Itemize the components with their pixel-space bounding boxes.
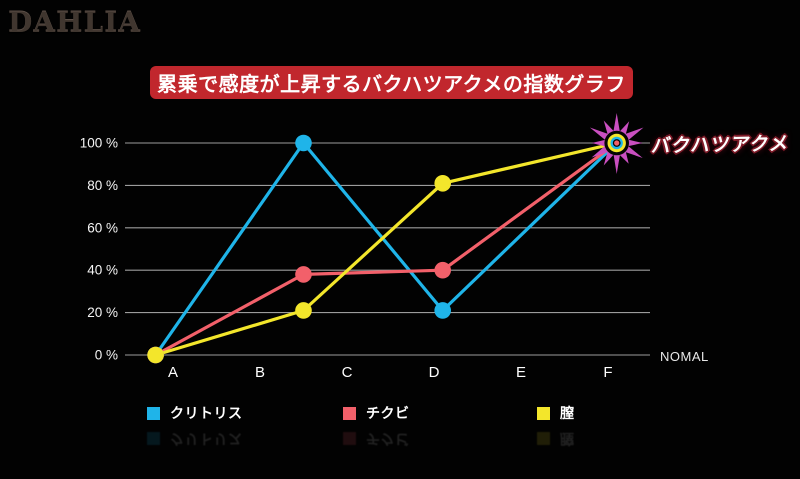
burst-annotation-label: バクハツアクメ: [650, 133, 791, 158]
chart-title: 累乗で感度が上昇するバクハツアクメの指数グラフ: [157, 74, 626, 96]
data-point: [147, 346, 164, 364]
y-tick-label: 20 %: [87, 305, 118, 320]
data-point: [295, 134, 312, 152]
legend-swatch-icon: [537, 432, 550, 446]
x-category-label: E: [516, 364, 526, 381]
dahlia-logo: DAHLIA: [8, 6, 141, 39]
legend-swatch-icon: [343, 432, 356, 446]
legend-label: チクビ: [366, 405, 410, 421]
data-point: [434, 174, 452, 192]
burst-ring-red: [614, 140, 620, 146]
data-point: [434, 302, 452, 319]
x-category-label: C: [342, 364, 353, 381]
chart-legend-reflection: クリトリス チクビ 膣: [0, 429, 800, 447]
data-point: [295, 266, 312, 283]
y-tick-label: 100 %: [80, 136, 118, 151]
data-point: [295, 302, 312, 319]
series-line: [154, 141, 619, 357]
chart-legend: クリトリス チクビ 膣: [0, 405, 800, 423]
x-axis-right-label: NOMAL: [660, 349, 709, 364]
x-category-label: B: [255, 364, 265, 381]
legend-swatch-icon: [147, 406, 160, 420]
legend-item: チクビ: [343, 405, 410, 421]
chart-title-banner: 累乗で感度が上昇するバクハツアクメの指数グラフ: [150, 66, 633, 99]
x-category-label: D: [429, 364, 440, 381]
legend-swatch-icon: [343, 406, 356, 420]
data-point: [434, 261, 452, 279]
legend-item: 膣: [537, 431, 575, 447]
legend-label: チクビ: [366, 431, 410, 447]
legend-item: チクビ: [343, 431, 410, 447]
legend-label: 膣: [560, 431, 575, 447]
legend-item: クリトリス: [147, 431, 243, 447]
y-tick-label: 0 %: [95, 348, 118, 363]
y-tick-label: 80 %: [87, 178, 118, 193]
legend-label: クリトリス: [170, 405, 243, 421]
x-category-label: A: [168, 364, 178, 381]
x-category-label: F: [603, 364, 612, 381]
legend-swatch-icon: [537, 406, 550, 420]
series-line: [154, 141, 619, 357]
legend-label: 膣: [560, 405, 575, 421]
series-line: [154, 141, 619, 357]
legend-item: クリトリス: [147, 405, 243, 421]
legend-item: 膣: [537, 405, 575, 421]
legend-label: クリトリス: [170, 431, 243, 447]
y-tick-label: 60 %: [87, 220, 118, 235]
legend-swatch-icon: [147, 432, 160, 446]
y-tick-label: 40 %: [87, 263, 118, 278]
